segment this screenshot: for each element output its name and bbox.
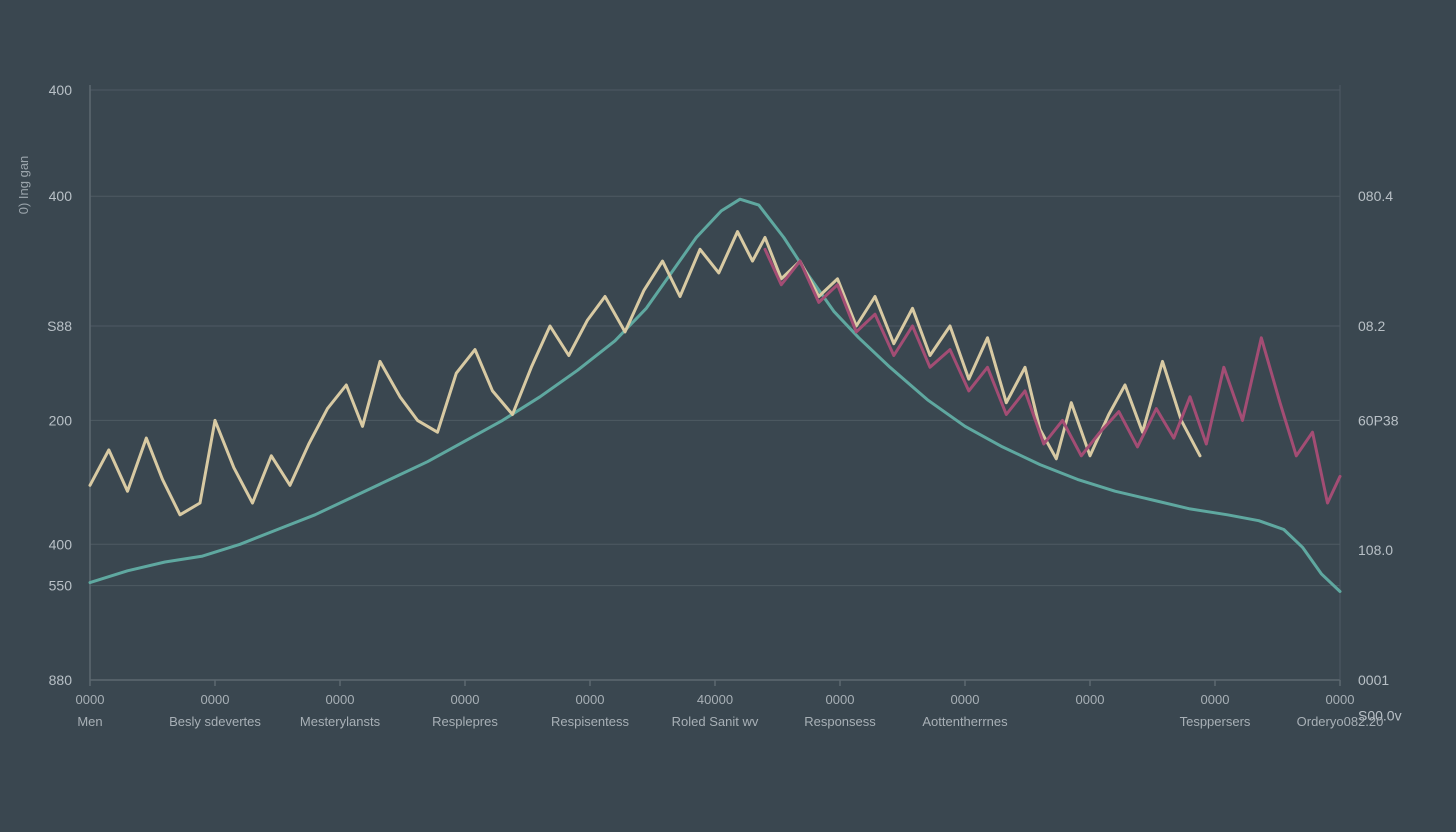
x-tick-label-upper: 0000 xyxy=(201,692,230,707)
y-left-tick-label: S88 xyxy=(47,318,72,334)
x-tick-label-lower: Besly sdevertes xyxy=(169,714,261,729)
x-tick-label-lower: Roled Sanit wv xyxy=(672,714,759,729)
x-tick-label-upper: 0000 xyxy=(826,692,855,707)
chart-background xyxy=(0,0,1456,832)
y-axis-label: 0) Ing gan xyxy=(16,156,31,215)
y-left-tick-label: 400 xyxy=(49,536,73,552)
x-tick-label-lower: Men xyxy=(77,714,102,729)
y-left-tick-label: 200 xyxy=(49,412,73,428)
x-tick-label-upper: 0000 xyxy=(576,692,605,707)
x-tick-label-upper: 40000 xyxy=(697,692,733,707)
x-tick-label-upper: 0000 xyxy=(1326,692,1355,707)
x-tick-label-lower: Tesppersers xyxy=(1180,714,1251,729)
x-tick-label-upper: 0000 xyxy=(326,692,355,707)
x-tick-label-upper: 0000 xyxy=(1076,692,1105,707)
y-left-tick-label: 400 xyxy=(49,82,73,98)
y-right-tick-label: 08.2 xyxy=(1358,318,1385,334)
line-chart: 400 400 S88 200 400 550 880 080.4 08.2 60P38 108.0… xyxy=(0,0,1456,832)
x-tick-label-upper: 0000 xyxy=(76,692,105,707)
y-right-tick-label: 60P38 xyxy=(1358,412,1399,428)
x-tick-label-lower: Mesterylansts xyxy=(300,714,381,729)
y-right-tick-label: 108.0 xyxy=(1358,542,1393,558)
y-left-tick-label: 550 xyxy=(49,578,73,594)
x-tick-label-lower: Resplepres xyxy=(432,714,498,729)
x-tick-label-lower: Orderyo082.20 xyxy=(1297,714,1384,729)
x-tick-label-upper: 0000 xyxy=(951,692,980,707)
x-tick-label-upper: 0000 xyxy=(1201,692,1230,707)
y-right-tick-label: 080.4 xyxy=(1358,188,1393,204)
chart-canvas: 400 400 S88 200 400 550 880 080.4 08.2 60P38 108.0… xyxy=(0,0,1456,832)
x-tick-label-lower: Aottentherrnes xyxy=(922,714,1008,729)
y-left-tick-label: 400 xyxy=(49,188,73,204)
x-tick-label-lower: Respisentess xyxy=(551,714,630,729)
x-tick-label-upper: 0000 xyxy=(451,692,480,707)
y-right-tick-label: 0001 xyxy=(1358,672,1389,688)
x-tick-label-lower: Responsess xyxy=(804,714,876,729)
y-left-tick-label: 880 xyxy=(49,672,73,688)
